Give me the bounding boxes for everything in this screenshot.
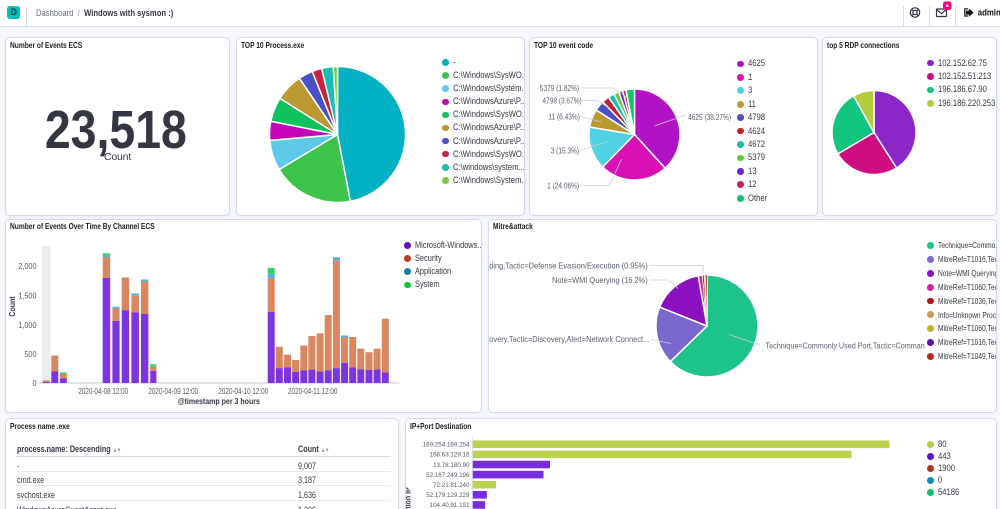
svg-text:1,000: 1,000 — [18, 320, 36, 329]
svg-text:Note=WMI Querying (16.2%): Note=WMI Querying (16.2%) — [552, 275, 648, 284]
svg-text:Technique=Commonly Used Port,T: Technique=Commonly Used Port,Tactic=Comm… — [766, 341, 925, 350]
svg-text:104.40.91.191: 104.40.91.191 — [429, 502, 469, 509]
svg-text:covery,Tactic=Discovery,Alert=: covery,Tactic=Discovery,Alert=Network Co… — [489, 334, 649, 343]
svg-text:168.63.129.16: 168.63.129.16 — [429, 451, 469, 458]
svg-text:4625 (38.27%): 4625 (38.27%) — [688, 112, 731, 122]
svg-text:2,000: 2,000 — [18, 261, 36, 270]
svg-text:@timestamp per 3 hours: @timestamp per 3 hours — [177, 396, 259, 406]
svg-text:admin: admin — [978, 7, 1000, 18]
svg-text:4798 (3.67%): 4798 (3.67%) — [542, 96, 581, 106]
svg-text:3 (15.3%): 3 (15.3%) — [550, 146, 578, 156]
svg-text:2020-04-08 12:00: 2020-04-08 12:00 — [78, 386, 128, 396]
svg-text:1,500: 1,500 — [18, 291, 36, 300]
svg-text:11 (6.43%): 11 (6.43%) — [548, 112, 580, 122]
svg-text:2020-04-10 12:00: 2020-04-10 12:00 — [218, 386, 268, 396]
svg-text:2020-04-11 12:00: 2020-04-11 12:00 — [288, 386, 337, 396]
svg-text:5379 (1.82%): 5379 (1.82%) — [539, 83, 578, 93]
svg-text:52.179.129.229: 52.179.129.229 — [426, 492, 470, 499]
svg-text:0: 0 — [32, 378, 36, 387]
svg-text:13.78.180.90: 13.78.180.90 — [433, 462, 470, 469]
svg-text:2020-04-09 12:00: 2020-04-09 12:00 — [148, 386, 198, 396]
svg-text:Count: Count — [7, 295, 17, 316]
svg-text:tion IP: tion IP — [406, 487, 413, 508]
svg-text:500: 500 — [24, 349, 36, 358]
svg-text:72.21.81.240: 72.21.81.240 — [433, 482, 470, 489]
svg-text:169.254.169.254: 169.254.169.254 — [422, 441, 469, 448]
svg-text:52.167.249.196: 52.167.249.196 — [426, 472, 470, 479]
svg-text:rading,Tactic=Defense Evasion/: rading,Tactic=Defense Evasion/Execution … — [489, 261, 648, 270]
svg-text:1 (24.06%): 1 (24.06%) — [547, 181, 579, 191]
